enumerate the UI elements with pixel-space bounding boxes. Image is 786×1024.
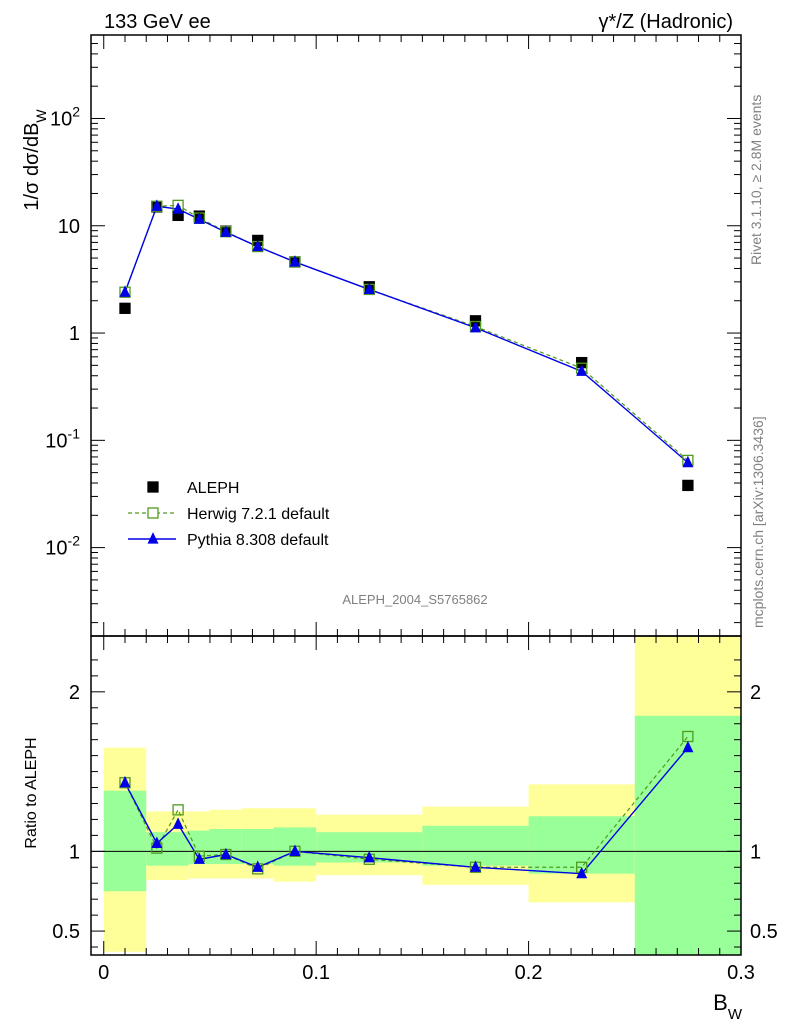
x-tick-label: 0.3 <box>727 962 755 984</box>
pythia-point <box>363 282 375 295</box>
y-tick-label: 10 <box>58 216 80 238</box>
ratio-pythia-point <box>220 847 232 860</box>
ratio-bands <box>103 636 741 955</box>
ratio-pythia-point <box>682 740 694 753</box>
ratio-y-tick-label-right: 2 <box>750 682 761 704</box>
axes: 10-2 10-1 1 10 102 0.5 0.5 1 1 2 2 0 0.1 0.2 0.3 <box>45 34 778 984</box>
mcplots-source-label: mcplots.cern.ch [arXiv:1306.3436] <box>750 416 766 628</box>
aleph-data-point <box>682 479 694 492</box>
x-tick-label: 0.2 <box>515 962 543 984</box>
ratio-y-tick-label: 0.5 <box>52 921 80 943</box>
ratio-pythia-point <box>469 860 481 872</box>
legend-label: ALEPH <box>187 480 239 497</box>
legend-label: Herwig 7.2.1 default <box>187 506 330 523</box>
rivet-version-label: Rivet 3.1.10, ≥ 2.8M events <box>748 95 764 265</box>
legend: ALEPH Herwig 7.2.1 default Pythia 8.308 de… <box>128 480 330 549</box>
ratio-pythia-point <box>119 775 131 788</box>
band-green <box>241 828 274 865</box>
pythia-point <box>151 199 163 211</box>
pythia-point <box>220 225 232 237</box>
ratio-pythia-point <box>172 817 184 829</box>
aleph-data-point <box>119 302 131 314</box>
svg-text:BW: BW <box>713 990 743 1023</box>
ratio-pythia-point <box>363 850 375 863</box>
main-y-axis-title: 1/σ dσ/dBW <box>21 109 49 211</box>
pythia-point <box>469 320 481 333</box>
ratio-herwig-line <box>124 736 689 870</box>
y-tick-label: 10-2 <box>45 533 80 560</box>
band-green <box>103 790 147 892</box>
band-green <box>167 832 189 866</box>
band-green <box>634 715 741 955</box>
ratio-pythia-point <box>576 866 588 879</box>
ratio-pythia-point <box>151 836 163 848</box>
legend-pythia-marker <box>147 532 159 544</box>
svg-text:1/σ dσ/dBW: 1/σ dσ/dBW <box>21 109 49 211</box>
y-tick-label: 102 <box>50 103 80 130</box>
ratio-herwig-point <box>172 804 184 816</box>
ratio-pythia-point <box>252 860 264 872</box>
band-green <box>422 825 529 866</box>
main-plot-content <box>119 199 694 492</box>
pythia-line <box>124 205 689 464</box>
legend-aleph-marker <box>147 481 159 493</box>
pythia-point <box>172 202 184 214</box>
pythia-point <box>576 364 588 376</box>
pythia-point <box>682 455 694 468</box>
legend-herwig-marker <box>147 507 159 519</box>
ratio-pythia-point <box>193 852 205 864</box>
ratio-frame <box>90 635 742 956</box>
x-axis-title: BW <box>713 990 743 1023</box>
x-tick-label: 0 <box>98 962 109 984</box>
legend-label: Pythia 8.308 default <box>187 532 329 549</box>
band-green <box>528 816 635 874</box>
ratio-panel <box>91 730 741 879</box>
pythia-point <box>193 212 205 224</box>
ratio-y-tick-label: 2 <box>69 682 80 704</box>
ratio-y-tick-label: 1 <box>69 841 80 863</box>
analysis-id-label: ALEPH_2004_S5765862 <box>342 592 487 607</box>
header-process-label: γ*/Z (Hadronic) <box>599 11 733 33</box>
pythia-point <box>252 239 264 252</box>
y-tick-label: 10-1 <box>45 425 80 452</box>
pythia-point <box>289 255 301 267</box>
ratio-y-axis-title: Ratio to ALEPH <box>23 737 40 848</box>
header-energy-label: 133 GeV ee <box>104 11 211 33</box>
herwig-line <box>124 204 689 461</box>
ratio-y-tick-label-right: 1 <box>750 841 761 863</box>
ratio-y-tick-label-right: 0.5 <box>750 921 778 943</box>
ratio-pythia-point <box>289 844 301 856</box>
y-tick-label: 1 <box>69 323 80 345</box>
pythia-point <box>119 285 131 297</box>
x-tick-label: 0.1 <box>302 962 330 984</box>
